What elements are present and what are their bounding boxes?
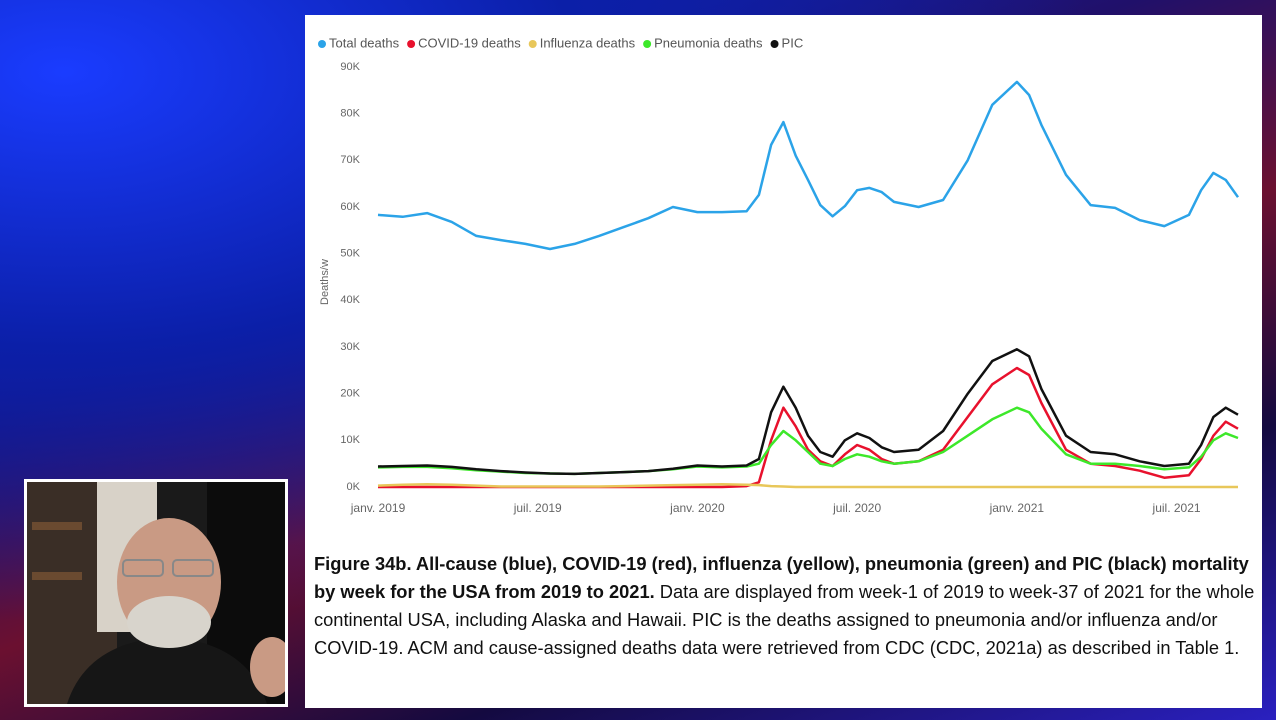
legend-marker (407, 40, 416, 48)
x-tick-label: janv. 2020 (669, 501, 725, 515)
y-tick-label: 60K (340, 201, 360, 213)
legend-label: COVID-19 deaths (418, 35, 521, 50)
legend-marker (318, 40, 326, 48)
slide (305, 15, 1262, 708)
legend-label: Influenza deaths (540, 35, 636, 50)
x-tick-label: juil. 2019 (513, 501, 562, 515)
y-axis-label: Deaths/w (319, 259, 331, 305)
y-tick-label: 0K (347, 481, 361, 493)
legend-label: PIC (782, 35, 804, 50)
series-line (377, 348, 1239, 476)
legend-marker (770, 40, 779, 48)
y-tick-label: 30K (340, 341, 360, 353)
legend-label: Pneumonia deaths (654, 35, 763, 50)
y-tick-label: 80K (340, 108, 360, 120)
legend-marker (643, 40, 652, 48)
series-line (377, 406, 1239, 476)
series-line (377, 80, 1240, 251)
caption-title: Figure 34b. All-cause (blue), COVID-19 (… (314, 553, 1249, 602)
legend-label: Total deaths (329, 35, 400, 50)
y-tick-label: 70K (340, 154, 360, 166)
webcam (24, 479, 288, 707)
caption-text: Data are displayed from week-1 of 2019 t… (314, 581, 1255, 658)
y-tick-label: 40K (340, 294, 360, 306)
webcam-image (27, 482, 285, 704)
caption: Figure 34b. All-cause (blue), COVID-19 (… (314, 550, 1259, 662)
legend-marker (528, 40, 537, 48)
y-tick-label: 20K (340, 388, 360, 400)
x-tick-label: juil. 2021 (1152, 501, 1201, 515)
series-line (377, 482, 1238, 489)
series-line (378, 366, 1239, 489)
y-tick-label: 50K (340, 248, 360, 260)
x-tick-label: janv. 2021 (989, 501, 1045, 515)
y-tick-label: 90K (340, 61, 360, 73)
x-tick-label: juil. 2020 (832, 501, 881, 515)
y-tick-label: 10K (340, 434, 360, 446)
x-tick-label: janv. 2019 (350, 501, 406, 515)
